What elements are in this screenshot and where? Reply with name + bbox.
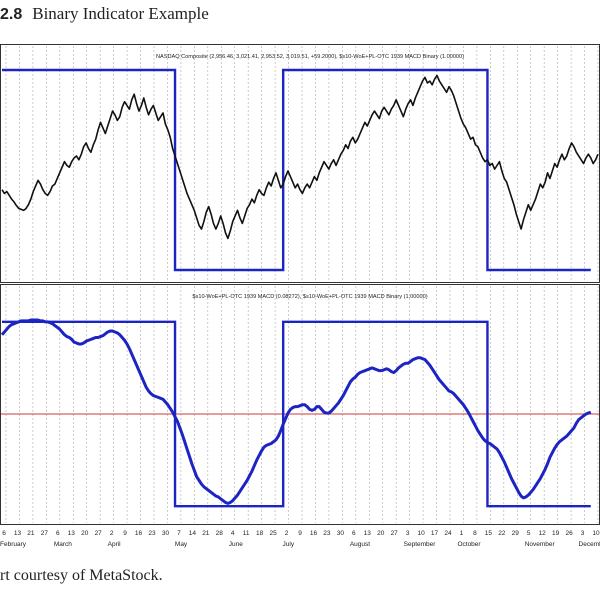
x-month-label: November — [525, 541, 556, 548]
x-tick-label: 6 — [352, 530, 356, 537]
x-tick-label: 6 — [56, 530, 60, 537]
x-tick-label: 27 — [391, 530, 399, 537]
figure-title: 2.8 Binary Indicator Example — [0, 4, 209, 24]
x-month-label: July — [283, 541, 295, 548]
macd-panel-binary-indicator-line — [2, 320, 591, 508]
x-tick-label: 3 — [406, 530, 410, 537]
x-tick-label: 26 — [565, 530, 573, 537]
x-tick-label: 20 — [81, 530, 89, 537]
x-tick-label: 2 — [285, 530, 289, 537]
x-month-label: March — [54, 541, 72, 548]
x-tick-label: 19 — [552, 530, 560, 537]
x-tick-label: 23 — [148, 530, 156, 537]
x-tick-label: 30 — [337, 530, 345, 537]
x-tick-label: 14 — [189, 530, 197, 537]
x-tick-label: 21 — [202, 530, 210, 537]
x-month-label: September — [404, 541, 437, 548]
x-month-label: August — [350, 541, 370, 548]
x-tick-label: 22 — [498, 530, 506, 537]
x-tick-label: 25 — [269, 530, 277, 537]
macd-series-line — [0, 318, 592, 505]
x-tick-label: 23 — [323, 530, 331, 537]
x-tick-label: 27 — [95, 530, 103, 537]
x-month-label: December — [579, 541, 600, 548]
figure-title-text: Binary Indicator Example — [32, 4, 209, 23]
x-tick-label: 16 — [310, 530, 318, 537]
x-tick-label: 10 — [592, 530, 600, 537]
x-tick-label: 5 — [527, 530, 531, 537]
x-tick-label: 27 — [41, 530, 49, 537]
x-tick-label: 17 — [431, 530, 439, 537]
x-tick-label: 29 — [512, 530, 520, 537]
x-tick-label: 1 — [460, 530, 464, 537]
x-tick-label: 10 — [417, 530, 425, 537]
x-tick-label: 24 — [444, 530, 452, 537]
x-tick-label: 18 — [256, 530, 264, 537]
x-tick-label: 28 — [216, 530, 224, 537]
x-tick-label: 12 — [539, 530, 547, 537]
x-tick-label: 16 — [135, 530, 143, 537]
x-tick-label: 13 — [14, 530, 22, 537]
x-tick-label: 13 — [68, 530, 76, 537]
figure-number: 2.8 — [0, 6, 23, 23]
price-panel-frame — [0, 44, 600, 283]
x-tick-label: 6 — [2, 530, 6, 537]
x-month-label: May — [175, 541, 188, 548]
price-panel-binary-indicator-line — [2, 68, 591, 272]
x-month-label: October — [457, 541, 481, 548]
x-tick-label: 15 — [485, 530, 493, 537]
x-tick-label: 3 — [581, 530, 585, 537]
x-month-label: April — [108, 541, 122, 548]
x-tick-label: 9 — [123, 530, 127, 537]
price-panel-title: NASDAQ Composite (2,956.46, 3,021.41, 2,… — [156, 54, 464, 60]
x-month-label: June — [229, 541, 243, 548]
x-tick-label: 11 — [243, 530, 250, 537]
x-tick-label: 8 — [473, 530, 477, 537]
binary-indicator-chart: NASDAQ Composite (2,956.46, 3,021.41, 2,… — [0, 44, 600, 548]
x-tick-label: 7 — [177, 530, 181, 537]
x-tick-label: 21 — [27, 530, 35, 537]
x-month-label: February — [0, 541, 27, 548]
nasdaq-price-line — [1, 74, 599, 240]
x-tick-label: 4 — [231, 530, 235, 537]
x-tick-label: 13 — [364, 530, 372, 537]
x-tick-label: 30 — [162, 530, 170, 537]
figure-caption: rt courtesy of MetaStock. — [0, 567, 163, 584]
macd-panel-title: $s10-WoE+PL-OTC 1939 MACD (0.08272), $s1… — [192, 294, 427, 300]
x-tick-label: 20 — [377, 530, 385, 537]
x-tick-label: 9 — [298, 530, 302, 537]
x-tick-label: 2 — [110, 530, 114, 537]
